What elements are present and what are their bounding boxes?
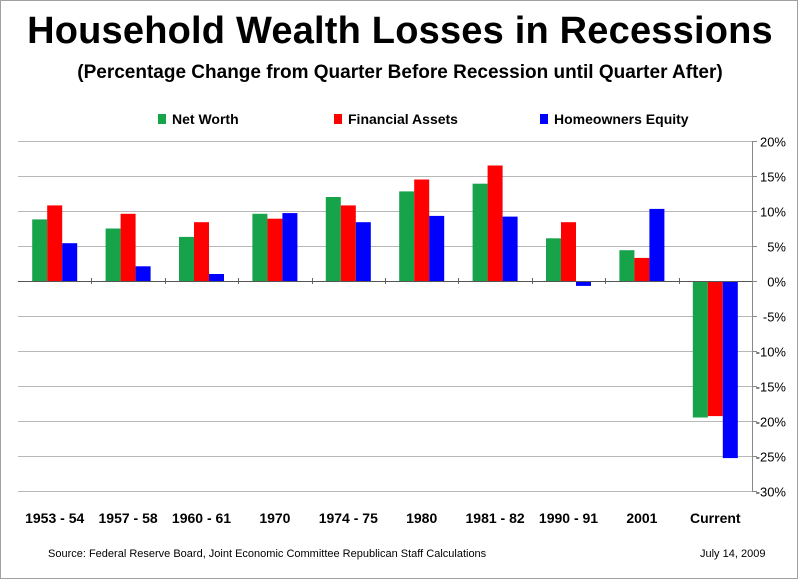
bars: [32, 165, 738, 459]
bar-financial-assets: [487, 165, 503, 281]
legend-label-homeowners-equity: Homeowners Equity: [554, 111, 689, 127]
bar-net-worth: [546, 238, 561, 281]
bar-financial-assets: [194, 222, 209, 281]
legend-label-financial-assets: Financial Assets: [348, 111, 458, 127]
bar-net-worth: [399, 191, 415, 281]
y-tick-label: -10%: [756, 345, 787, 360]
legend-swatch-homeowners-equity: [540, 114, 548, 124]
bar-net-worth: [619, 250, 635, 281]
y-tick-label: 20%: [760, 135, 786, 150]
y-tick-label: -25%: [756, 450, 787, 465]
bar-homeowners-equity: [502, 216, 518, 281]
axes: [18, 141, 757, 492]
x-tick-label: 1974 - 75: [319, 510, 378, 526]
bar-net-worth: [32, 219, 48, 281]
y-tick-label: -15%: [756, 380, 787, 395]
x-tick-label: 1970: [259, 510, 290, 526]
date-note: July 14, 2009: [700, 548, 766, 560]
legend-swatch-net-worth: [158, 114, 166, 124]
y-tick-label: -30%: [756, 485, 787, 500]
y-tick-label: 15%: [760, 170, 786, 185]
bar-homeowners-equity: [282, 213, 298, 281]
x-tick-label: 1981 - 82: [466, 510, 525, 526]
legend-item-net-worth: Net Worth: [158, 110, 239, 128]
y-tick-label: 5%: [767, 240, 786, 255]
bar-net-worth: [179, 236, 194, 281]
bar-homeowners-equity: [135, 266, 151, 281]
x-tick-label: Current: [690, 510, 741, 526]
y-tick-label: -5%: [763, 310, 787, 325]
bar-financial-assets: [47, 205, 63, 281]
bar-net-worth: [692, 281, 708, 418]
y-tick-label: 0%: [767, 275, 786, 290]
x-tick-label: 1957 - 58: [99, 510, 158, 526]
legend-label-net-worth: Net Worth: [172, 111, 239, 127]
bar-homeowners-equity: [649, 208, 665, 281]
bar-financial-assets: [267, 218, 283, 281]
x-tick-label: 1980: [406, 510, 437, 526]
bar-net-worth: [325, 197, 341, 281]
bar-financial-assets: [634, 257, 650, 281]
bar-homeowners-equity: [722, 281, 738, 459]
y-tick-label: -20%: [756, 415, 787, 430]
x-tick-label: 2001: [626, 510, 657, 526]
bar-homeowners-equity: [209, 274, 224, 281]
legend-swatch-financial-assets: [334, 114, 342, 124]
bar-financial-assets: [120, 213, 136, 281]
source-note: Source: Federal Reserve Board, Joint Eco…: [48, 548, 487, 560]
y-tick-label: 10%: [760, 205, 786, 220]
x-tick-label: 1960 - 61: [172, 510, 231, 526]
bar-net-worth: [252, 213, 268, 281]
x-tick-label: 1990 - 91: [539, 510, 598, 526]
bar-financial-assets: [561, 222, 576, 281]
bar-financial-assets: [414, 179, 430, 281]
bar-homeowners-equity: [429, 215, 445, 281]
legend-item-homeowners-equity: Homeowners Equity: [540, 110, 689, 128]
chart-subtitle: (Percentage Change from Quarter Before R…: [77, 62, 723, 83]
chart-title: Household Wealth Losses in Recessions: [27, 10, 773, 52]
axis-labels: 20% 15% 10% 5% 0% -5% -10% -15% -20% -25% -30% 1953…: [25, 135, 786, 527]
x-tick-label: 1953 - 54: [25, 510, 84, 526]
legend-item-financial-assets: Financial Assets: [334, 110, 458, 128]
bar-net-worth: [472, 183, 488, 281]
bar-homeowners-equity: [355, 222, 371, 281]
bar-financial-assets: [340, 205, 356, 281]
bar-homeowners-equity: [576, 281, 591, 286]
bar-homeowners-equity: [62, 243, 78, 281]
bar-financial-assets: [707, 281, 723, 417]
gridlines: [18, 141, 752, 492]
bar-net-worth: [105, 228, 121, 281]
